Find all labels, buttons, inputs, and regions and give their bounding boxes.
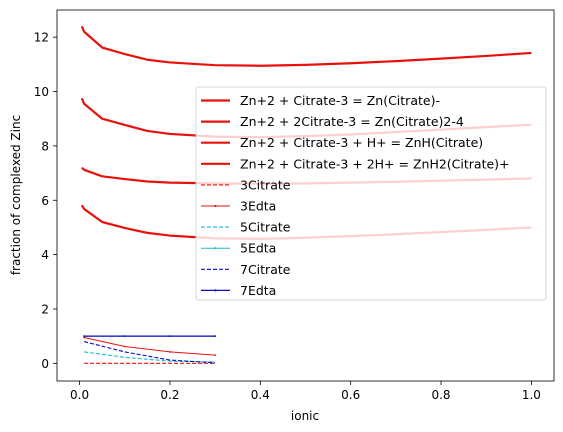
y-tick-label: 2 xyxy=(41,302,49,316)
x-tick-label: 0.4 xyxy=(251,388,270,402)
legend-label-7: 5Citrate xyxy=(240,220,291,235)
legend-marker-8 xyxy=(214,247,217,250)
x-axis-label: ionic xyxy=(291,409,319,423)
series-6-point xyxy=(214,354,217,357)
x-tick-label: 0.0 xyxy=(70,388,89,402)
series-10-point xyxy=(123,335,126,338)
series-line-1 xyxy=(80,25,532,67)
legend-label-5: 3Citrate xyxy=(240,177,291,192)
y-tick-label: 4 xyxy=(41,248,49,262)
series-10-point xyxy=(214,335,217,338)
x-tick-label: 0.2 xyxy=(160,388,179,402)
legend-label-9: 7Citrate xyxy=(240,262,291,277)
y-tick-label: 10 xyxy=(34,85,49,99)
y-tick-label: 8 xyxy=(41,139,49,153)
legend-label-2: Zn+2 + 2Citrate-3 = Zn(Citrate)2-4 xyxy=(240,114,464,129)
x-tick-label: 0.6 xyxy=(341,388,360,402)
legend-label-10: 7Edta xyxy=(240,283,276,298)
series-6-point xyxy=(123,345,126,348)
legend-label-8: 5Edta xyxy=(240,241,276,256)
series-6-point xyxy=(169,351,171,353)
legend-label-3: Zn+2 + Citrate-3 + H+ = ZnH(Citrate) xyxy=(240,135,483,150)
y-tick-label: 0 xyxy=(41,357,49,371)
series-line-9 xyxy=(83,341,216,364)
y-tick-label: 6 xyxy=(41,194,49,208)
legend-box xyxy=(195,86,547,301)
y-tick-label: 12 xyxy=(34,31,49,45)
legend-label-6: 3Edta xyxy=(240,199,276,214)
plot-frame xyxy=(56,9,555,382)
legend-label-1: Zn+2 + Citrate-3 = Zn(Citrate)- xyxy=(240,93,440,108)
y-axis-label: fraction of complexed Zinc xyxy=(9,115,23,275)
legend-label-4: Zn+2 + Citrate-3 + 2H+ = ZnH2(Citrate)+ xyxy=(240,156,510,171)
series-10-point xyxy=(169,335,171,338)
x-tick-label: 1.0 xyxy=(522,388,541,402)
axes-layer: 0.0 0.2 0.4 0.6 0.8 1.0 0 2 4 6 8 10 12 xyxy=(34,9,555,402)
series-line-6 xyxy=(84,337,216,356)
series-6-point xyxy=(83,336,86,339)
series-10-point xyxy=(83,335,86,338)
x-tick-label: 0.8 xyxy=(431,388,450,402)
legend-marker-6 xyxy=(214,204,217,208)
legend: Zn+2 + Citrate-3 = Zn(Citrate)- Zn+2 + 2C… xyxy=(195,86,547,301)
legend-marker-10 xyxy=(214,289,217,292)
